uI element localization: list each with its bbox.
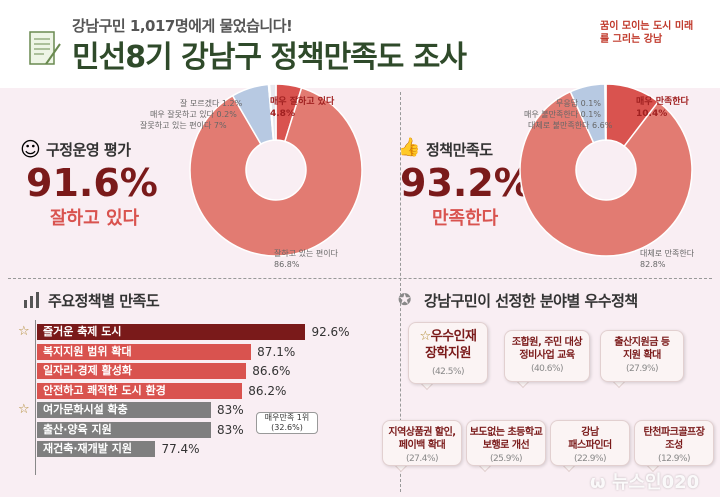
best-policy-item: 강남 패스파인더 (22.9%) [550,420,630,466]
annotation-callout: 매우만족 1위 (32.6%) [256,412,318,434]
logo: 꿈이 모이는 도시 미래를 그리는 강남 [600,21,694,45]
smile-icon: ☺ [20,137,41,161]
slice-label: 잘하고 있는 편이다 86.8% [274,249,338,269]
section-title: 정책만족도 [426,141,493,159]
section-title: 구정운영 평가 [46,141,131,159]
bar-value-label: 83% [217,403,244,417]
donut-slice [604,83,607,141]
bar-value-label: 83% [217,422,244,437]
donut-chart [519,83,693,257]
bar: 출산·양육 지원 [37,421,211,438]
donut-slice [268,83,277,141]
headline-value: 91.6% [26,161,158,205]
bar-value-label: 86.6% [252,364,291,378]
slice-label: 매우 잘못하고 있다 0.2% [150,110,237,119]
watermark-logo: ω 뉴스인020 [590,472,700,493]
donut-chart [189,83,363,257]
best-policy-item: 출산지원금 등 지원 확대 (27.9%) [600,330,684,382]
bar: 복지지원 범위 확대 [37,343,252,360]
thumbs-up-icon: 👍 [398,137,421,158]
bar: 여가문화시설 확충 [37,402,211,418]
bar-value-label: 87.1% [257,344,296,359]
star-icon: ☆ [419,329,432,344]
bar: 일자리·경제 활성화 [37,363,247,379]
header: 강남구민 1,017명에게 물었습니다! 민선8기 강남구 정책만족도 조사 꿈… [0,0,720,88]
headline-label: 잘하고 있다 [50,208,140,229]
bar-value-label: 77.4% [161,442,200,456]
star-icon: ☆ [18,324,30,339]
best-policy-item: 탄천파크골프장 조성 (12.9%) [634,420,714,466]
bar-value-label: 92.6% [311,325,350,339]
subtitle: 강남구민 1,017명에게 물었습니다! [72,17,293,35]
axis-line [35,320,36,475]
bar: 안전하고 쾌적한 도시 환경 [37,382,243,399]
slice-label: 대체로 불만족한다 6.6% [528,121,613,130]
slice-label: 대체로 만족한다 82.8% [640,249,695,269]
slice-label: 매우 잘하고 있다 4.8% [270,97,335,119]
slice-label: 매우 만족한다 10.4% [636,97,689,119]
divider [8,278,712,279]
headline-label: 만족한다 [432,208,499,229]
award-icon: ✪ [398,290,412,309]
best-policy-item: 지역상품권 할인, 페이백 확대 (27.4%) [382,420,462,466]
bar-chart-icon [24,292,39,308]
headline-value: 93.2% [400,161,532,205]
best-policy-item: ☆우수인재 장학지원 (42.5%) [408,322,488,384]
slice-label: 잘 모르겠다 1.2% [180,99,243,108]
best-policy-item: 보도없는 초등학교 보행로 개선 (25.9%) [466,420,546,466]
donut-slice [189,86,363,257]
star-icon: ☆ [18,402,30,417]
best-policy-item: 조합원, 주민 대상 정비사업 교육 (40.6%) [504,330,590,382]
bar: 즐거운 축제 도시 [37,324,306,340]
slice-label: 잘못하고 있는 편이다 7% [140,121,227,130]
bar: 재건축·재개발 지원 [37,441,156,457]
section-title: 강남구민이 선정한 분야별 우수정책 [424,292,638,310]
divider [400,92,401,492]
donut-slice [519,90,693,257]
document-pen-icon [29,31,61,65]
section-title: 주요정책별 만족도 [48,292,160,310]
page-title: 민선8기 강남구 정책만족도 조사 [72,40,467,75]
bar-value-label: 86.2% [248,383,287,398]
slice-label: 무응답 0.1% [556,99,601,108]
slice-label: 매우 불만족한다 0.1% [524,110,601,119]
